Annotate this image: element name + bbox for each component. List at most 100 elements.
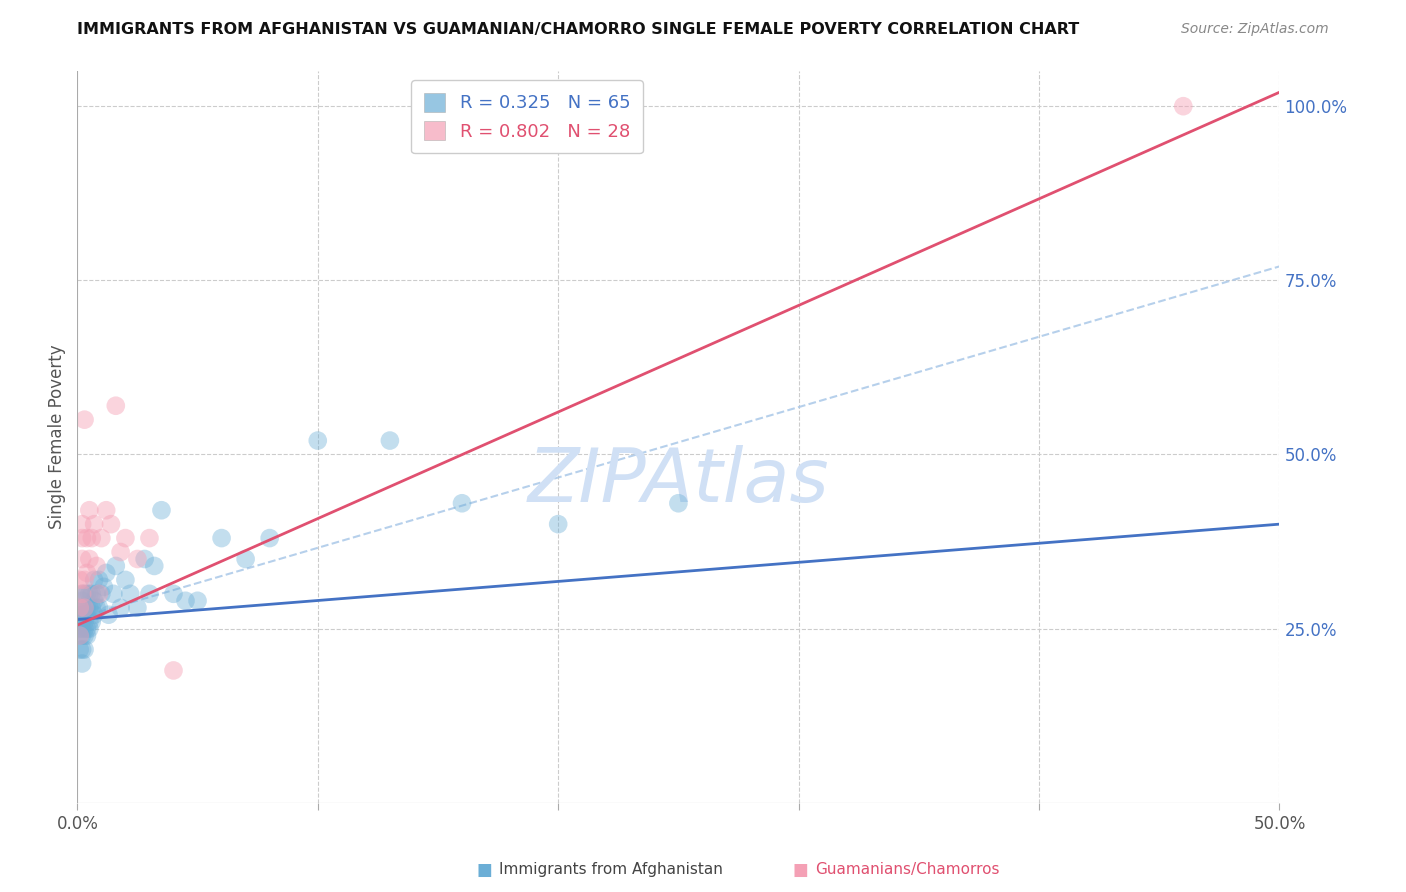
Text: Guamanians/Chamorros: Guamanians/Chamorros xyxy=(815,863,1000,877)
Point xyxy=(134,552,156,566)
Text: IMMIGRANTS FROM AFGHANISTAN VS GUAMANIAN/CHAMORRO SINGLE FEMALE POVERTY CORRELAT: IMMIGRANTS FROM AFGHANISTAN VS GUAMANIAN… xyxy=(77,22,1080,37)
Legend: R = 0.325   N = 65, R = 0.802   N = 28: R = 0.325 N = 65, R = 0.802 N = 28 xyxy=(411,80,643,153)
Point xyxy=(73,607,96,622)
Point xyxy=(70,531,93,545)
Point xyxy=(73,600,96,615)
Point xyxy=(96,566,118,580)
Point xyxy=(76,566,98,580)
Point xyxy=(86,587,108,601)
Point xyxy=(79,503,101,517)
Point xyxy=(80,531,103,545)
Point xyxy=(103,587,125,601)
Point xyxy=(87,600,110,615)
Point xyxy=(87,573,110,587)
Text: Immigrants from Afghanistan: Immigrants from Afghanistan xyxy=(499,863,723,877)
Point xyxy=(378,434,401,448)
Point xyxy=(70,587,93,601)
Point xyxy=(80,587,103,601)
Point xyxy=(70,517,93,532)
Point xyxy=(187,594,209,608)
Point xyxy=(70,587,93,601)
Point xyxy=(70,642,93,657)
Point xyxy=(127,600,149,615)
Point xyxy=(73,642,96,657)
Point xyxy=(79,587,101,601)
Point xyxy=(69,622,91,636)
Point xyxy=(110,600,132,615)
Point xyxy=(83,517,105,532)
Point xyxy=(73,600,96,615)
Point xyxy=(100,517,122,532)
Point xyxy=(87,587,110,601)
Point xyxy=(73,412,96,426)
Point xyxy=(70,594,93,608)
Point xyxy=(110,545,132,559)
Point xyxy=(668,496,690,510)
Point xyxy=(76,587,98,601)
Point xyxy=(70,629,93,643)
Point xyxy=(83,594,105,608)
Point xyxy=(150,503,173,517)
Point xyxy=(451,496,474,510)
Point xyxy=(127,552,149,566)
Point xyxy=(259,531,281,545)
Point xyxy=(162,587,184,601)
Point xyxy=(69,642,91,657)
Point xyxy=(83,607,105,622)
Point xyxy=(211,531,233,545)
Point xyxy=(83,573,105,587)
Point xyxy=(70,657,93,671)
Point xyxy=(79,622,101,636)
Point xyxy=(86,600,108,615)
Point xyxy=(69,629,91,643)
Point xyxy=(70,552,93,566)
Point xyxy=(69,615,91,629)
Point xyxy=(76,629,98,643)
Point xyxy=(80,600,103,615)
Point xyxy=(104,558,127,573)
Point xyxy=(1173,99,1195,113)
Point xyxy=(90,531,112,545)
Point xyxy=(307,434,329,448)
Point xyxy=(138,587,160,601)
Point xyxy=(76,622,98,636)
Point xyxy=(138,531,160,545)
Point xyxy=(69,600,91,615)
Point xyxy=(76,600,98,615)
Point xyxy=(96,503,118,517)
Point xyxy=(70,600,93,615)
Text: ■: ■ xyxy=(477,861,492,879)
Point xyxy=(79,600,101,615)
Point xyxy=(69,629,91,643)
Point xyxy=(80,615,103,629)
Point xyxy=(104,399,127,413)
Point xyxy=(79,615,101,629)
Point xyxy=(143,558,166,573)
Y-axis label: Single Female Poverty: Single Female Poverty xyxy=(48,345,66,529)
Point xyxy=(79,552,101,566)
Text: ZIPAtlas: ZIPAtlas xyxy=(527,445,830,517)
Point xyxy=(162,664,184,678)
Point xyxy=(114,531,136,545)
Point xyxy=(69,573,91,587)
Point xyxy=(120,587,142,601)
Point xyxy=(547,517,569,532)
Text: Source: ZipAtlas.com: Source: ZipAtlas.com xyxy=(1181,22,1329,37)
Text: ■: ■ xyxy=(793,861,808,879)
Point xyxy=(70,607,93,622)
Point xyxy=(235,552,257,566)
Point xyxy=(174,594,197,608)
Point xyxy=(86,558,108,573)
Point xyxy=(76,531,98,545)
Point xyxy=(114,573,136,587)
Point xyxy=(90,587,112,601)
Point xyxy=(76,607,98,622)
Point xyxy=(73,629,96,643)
Point xyxy=(73,573,96,587)
Point xyxy=(69,600,91,615)
Point xyxy=(73,587,96,601)
Point xyxy=(70,622,93,636)
Point xyxy=(70,615,93,629)
Point xyxy=(93,580,115,594)
Point xyxy=(97,607,120,622)
